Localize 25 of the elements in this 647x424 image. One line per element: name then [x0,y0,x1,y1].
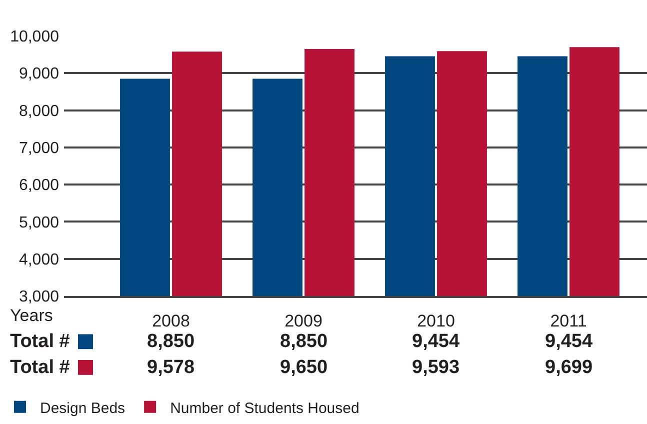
x-tick-label: 2009 [284,311,322,330]
data-label: 8,850 [147,331,195,352]
y-tick-label: 3,000 [18,288,60,306]
x-axis-title: Years [10,306,53,325]
y-tick-label: 4,000 [18,251,60,268]
x-tick-label: 2008 [152,311,190,330]
y-tick-label: 7,000 [18,140,60,158]
data-label: 9,454 [545,331,593,352]
y-tick-label: 9,000 [18,66,60,83]
data-label: 9,454 [412,331,460,352]
legend-label: Design Beds [40,400,126,417]
y-tick-label: 5,000 [18,214,60,232]
data-label: 8,850 [280,331,328,352]
x-tick-label: 2010 [417,311,455,330]
text: Total # [10,357,70,378]
data-label: 9,650 [280,357,328,378]
data-label: 9,699 [545,357,593,378]
y-tick-label: 8,000 [18,102,60,120]
data-label: 9,593 [412,357,460,378]
data-label: 9,578 [147,357,195,378]
legend-label: Number of Students Housed [170,400,360,417]
x-tick-label: 2011 [550,311,587,330]
text: Total # [10,331,70,352]
y-tick-label: 10,000 [10,28,60,46]
y-tick-label: 6,000 [18,177,60,194]
